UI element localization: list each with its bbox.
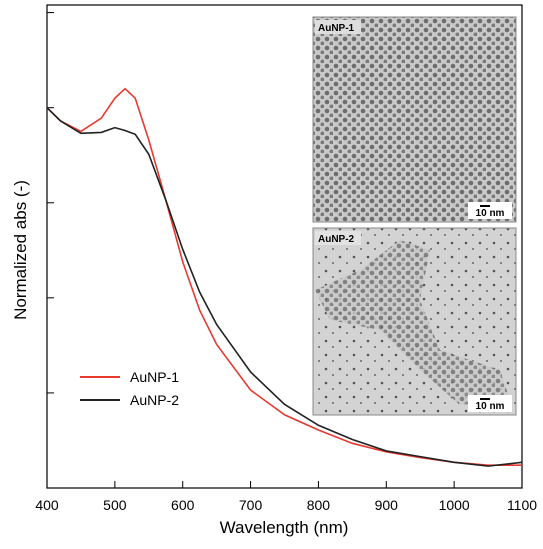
scale-bar-label: 10 nm — [476, 401, 505, 412]
inset-1: AuNP-1 10 nm — [312, 16, 517, 223]
inset-2: AuNP-2 10 nm — [312, 227, 517, 416]
x-tick-label: 900 — [375, 497, 399, 513]
plot-frame — [46, 4, 523, 489]
inset-label: AuNP-2 — [318, 234, 355, 245]
data-line — [46, 87, 522, 466]
legend-label: AuNP-2 — [130, 392, 179, 408]
x-tick-label: 600 — [171, 497, 195, 513]
x-axis-label: Wavelength (nm) — [220, 518, 349, 537]
x-tick-label: 800 — [307, 497, 331, 513]
x-tick-label: 1100 — [507, 497, 537, 513]
x-tick-label: 500 — [103, 497, 127, 513]
data-line — [46, 107, 523, 467]
x-tick-label: 700 — [239, 497, 263, 513]
x-tick-label: 400 — [35, 497, 59, 513]
x-tick-label: 1000 — [439, 497, 470, 513]
inset-label: AuNP-1 — [318, 23, 355, 34]
scale-bar-label: 10 nm — [476, 208, 505, 219]
y-axis-label: Normalized abs (-) — [11, 180, 30, 320]
legend-label: AuNP-1 — [130, 369, 179, 385]
